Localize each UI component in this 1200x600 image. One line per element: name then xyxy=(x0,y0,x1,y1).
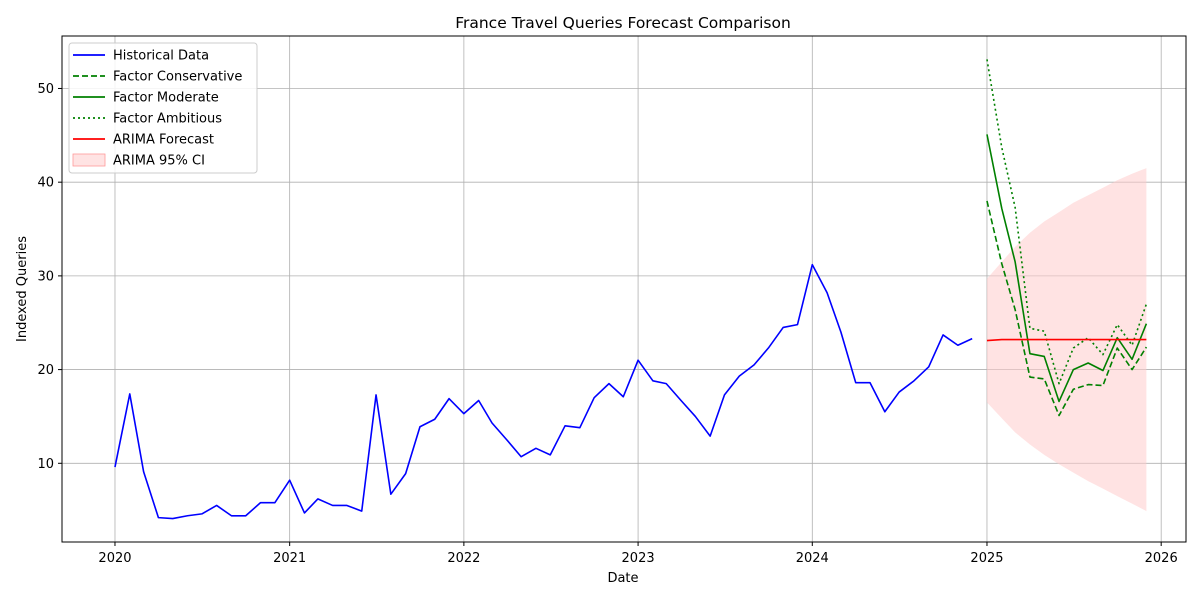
y-tick-label: 40 xyxy=(37,176,54,191)
factor-moderate-line xyxy=(986,134,1148,403)
x-tick-label: 2025 xyxy=(970,551,1003,566)
x-tick-label: 2022 xyxy=(447,551,480,566)
y-axis: 10 20 30 40 50 xyxy=(37,82,62,472)
x-tick-label: 2021 xyxy=(273,551,306,566)
x-tick-label: 2020 xyxy=(98,551,131,566)
x-axis-label: Date xyxy=(607,571,638,586)
chart-title: France Travel Queries Forecast Compariso… xyxy=(455,14,791,32)
y-tick-label: 20 xyxy=(37,363,54,378)
legend-box xyxy=(68,42,258,174)
y-tick-label: 30 xyxy=(37,269,54,284)
series-layer xyxy=(114,59,1148,520)
factor-ambitious-line xyxy=(986,59,1148,385)
legend: Historical Data Factor Conservative Factor… xyxy=(68,42,258,174)
x-tick-label: 2024 xyxy=(796,551,829,566)
legend-label: ARIMA 95% CI xyxy=(113,154,205,169)
y-axis-label: Indexed Queries xyxy=(15,236,30,342)
arima-forecast-line xyxy=(986,338,1147,342)
legend-label: Factor Ambitious xyxy=(113,112,222,127)
historical-data-line xyxy=(114,263,973,520)
factor-conservative-line xyxy=(986,200,1148,417)
legend-label: Historical Data xyxy=(113,49,209,64)
x-tick-label: 2023 xyxy=(622,551,655,566)
plot-frame xyxy=(61,35,1187,543)
legend-label: Factor Conservative xyxy=(113,70,242,85)
legend-label: ARIMA Forecast xyxy=(113,133,214,148)
x-tick-label: 2026 xyxy=(1145,551,1178,566)
legend-swatch xyxy=(72,153,106,167)
legend-label: Factor Moderate xyxy=(113,91,219,106)
x-axis: 2020 2021 2022 2023 2024 2025 2026 xyxy=(98,542,1178,566)
y-tick-label: 10 xyxy=(37,457,54,472)
y-tick-label: 50 xyxy=(37,82,54,97)
